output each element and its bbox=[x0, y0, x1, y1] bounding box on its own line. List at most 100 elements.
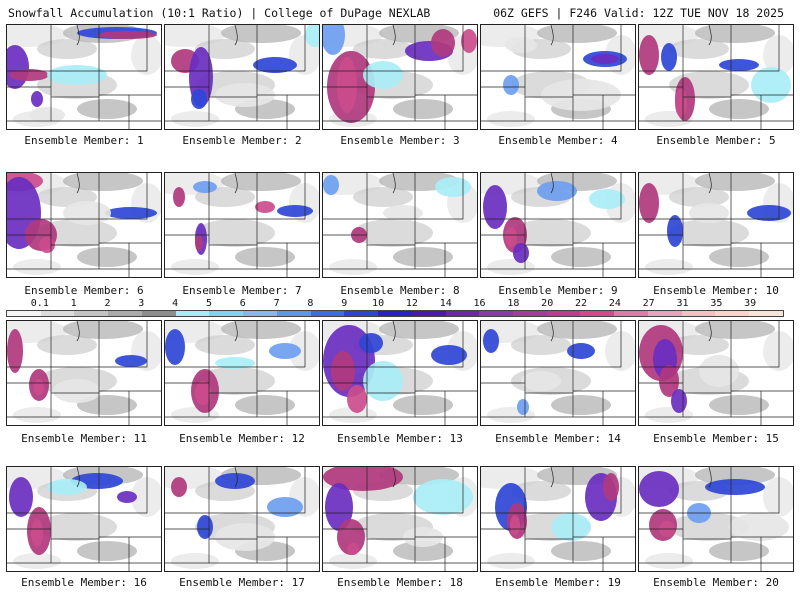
state-borders bbox=[7, 173, 161, 277]
state-borders bbox=[639, 321, 793, 425]
member-panel bbox=[164, 24, 320, 130]
member-label: Ensemble Member: 4 bbox=[498, 134, 618, 147]
colorbar-tick-label: 16 bbox=[473, 298, 486, 309]
member-panel bbox=[638, 24, 794, 130]
snowfall-map bbox=[323, 467, 477, 571]
member-label: Ensemble Member: 15 bbox=[653, 432, 779, 445]
snowfall-shading bbox=[7, 27, 157, 123]
colorbar-tick-label: 3 bbox=[138, 298, 145, 309]
member-panel bbox=[480, 320, 636, 426]
member-label: Ensemble Member: 12 bbox=[179, 432, 305, 445]
snowfall-map bbox=[639, 25, 793, 129]
colorbar-tick-label: 22 bbox=[575, 298, 588, 309]
colorbar-segment bbox=[310, 311, 345, 316]
colorbar-tick-label: 4 bbox=[172, 298, 179, 309]
light-snow-shading bbox=[7, 321, 161, 423]
snowfall-shading bbox=[7, 329, 147, 403]
snowfall-colorbar bbox=[6, 310, 784, 317]
colorbar-segment bbox=[74, 311, 109, 316]
snowfall-map bbox=[165, 321, 319, 425]
colorbar-tick-label: 18 bbox=[507, 298, 520, 309]
colorbar-segment bbox=[7, 311, 41, 316]
snowfall-shading bbox=[483, 329, 595, 415]
colorbar-segment bbox=[513, 311, 547, 316]
colorbar-segment bbox=[479, 311, 514, 316]
snowfall-map bbox=[7, 25, 161, 129]
snowfall-map bbox=[7, 467, 161, 571]
state-borders bbox=[323, 25, 477, 129]
colorbar-segment bbox=[344, 311, 379, 316]
member-label: Ensemble Member: 9 bbox=[498, 284, 618, 297]
light-snow-shading bbox=[481, 321, 635, 423]
snowfall-shading bbox=[323, 175, 471, 243]
member-panel bbox=[638, 320, 794, 426]
colorbar-tick-label: 0.1 bbox=[30, 298, 49, 309]
colorbar-segment bbox=[276, 311, 311, 316]
member-panel bbox=[6, 320, 162, 426]
snowfall-map bbox=[639, 321, 793, 425]
state-borders bbox=[7, 467, 161, 571]
snowfall-map bbox=[7, 321, 161, 425]
member-label: Ensemble Member: 2 bbox=[182, 134, 302, 147]
snowfall-shading bbox=[323, 467, 473, 555]
colorbar-tick-label: 35 bbox=[710, 298, 723, 309]
colorbar-tick-label: 1 bbox=[70, 298, 77, 309]
snowfall-map bbox=[481, 467, 635, 571]
colorbar-segment bbox=[681, 311, 716, 316]
member-panel bbox=[322, 172, 478, 278]
snowfall-shading bbox=[165, 329, 301, 413]
colorbar-segment bbox=[378, 311, 412, 316]
snowfall-shading bbox=[639, 35, 791, 121]
light-snow-shading bbox=[165, 25, 319, 127]
member-label: Ensemble Member: 5 bbox=[656, 134, 776, 147]
colorbar-segment bbox=[647, 311, 682, 316]
snowfall-map bbox=[639, 467, 793, 571]
colorbar-tick-label: 39 bbox=[744, 298, 757, 309]
member-label: Ensemble Member: 19 bbox=[495, 576, 621, 589]
state-borders bbox=[165, 467, 319, 571]
snowfall-map bbox=[165, 467, 319, 571]
colorbar-tick-label: 27 bbox=[642, 298, 655, 309]
member-panel bbox=[6, 24, 162, 130]
member-panel bbox=[322, 320, 478, 426]
model-run-info: 06Z GEFS | F246 Valid: 12Z TUE NOV 18 20… bbox=[493, 6, 784, 20]
member-panel bbox=[6, 172, 162, 278]
member-panel bbox=[638, 172, 794, 278]
state-borders bbox=[7, 25, 161, 129]
snowfall-shading bbox=[171, 25, 319, 109]
state-borders bbox=[7, 321, 161, 425]
state-borders bbox=[323, 321, 477, 425]
colorbar-segment bbox=[108, 311, 142, 316]
state-borders bbox=[481, 173, 635, 277]
map-title: Snowfall Accumulation (10:1 Ratio) | Col… bbox=[8, 6, 431, 20]
state-borders bbox=[323, 467, 477, 571]
member-label: Ensemble Member: 16 bbox=[21, 576, 147, 589]
colorbar-tick-label: 2 bbox=[104, 298, 111, 309]
colorbar-segment bbox=[141, 311, 176, 316]
colorbar-segment bbox=[546, 311, 581, 316]
member-label: Ensemble Member: 18 bbox=[337, 576, 463, 589]
snowfall-shading bbox=[495, 473, 619, 541]
snowfall-map bbox=[481, 25, 635, 129]
snowfall-map bbox=[481, 321, 635, 425]
snowfall-map bbox=[481, 173, 635, 277]
colorbar-segment bbox=[614, 311, 648, 316]
colorbar-tick-label: 9 bbox=[341, 298, 348, 309]
colorbar-tick-label: 10 bbox=[372, 298, 385, 309]
state-borders bbox=[165, 321, 319, 425]
colorbar-tick-label: 5 bbox=[205, 298, 212, 309]
snowfall-shading bbox=[323, 325, 467, 413]
state-borders bbox=[639, 25, 793, 129]
colorbar-segment bbox=[580, 311, 615, 316]
member-label: Ensemble Member: 1 bbox=[24, 134, 144, 147]
member-label: Ensemble Member: 8 bbox=[340, 284, 460, 297]
light-snow-shading bbox=[165, 321, 319, 423]
member-panel bbox=[164, 320, 320, 426]
light-snow-shading bbox=[481, 25, 635, 127]
snowfall-map bbox=[639, 173, 793, 277]
member-label: Ensemble Member: 6 bbox=[24, 284, 144, 297]
member-label: Ensemble Member: 3 bbox=[340, 134, 460, 147]
state-borders bbox=[481, 467, 635, 571]
snowfall-map bbox=[323, 173, 477, 277]
snowfall-map bbox=[323, 321, 477, 425]
